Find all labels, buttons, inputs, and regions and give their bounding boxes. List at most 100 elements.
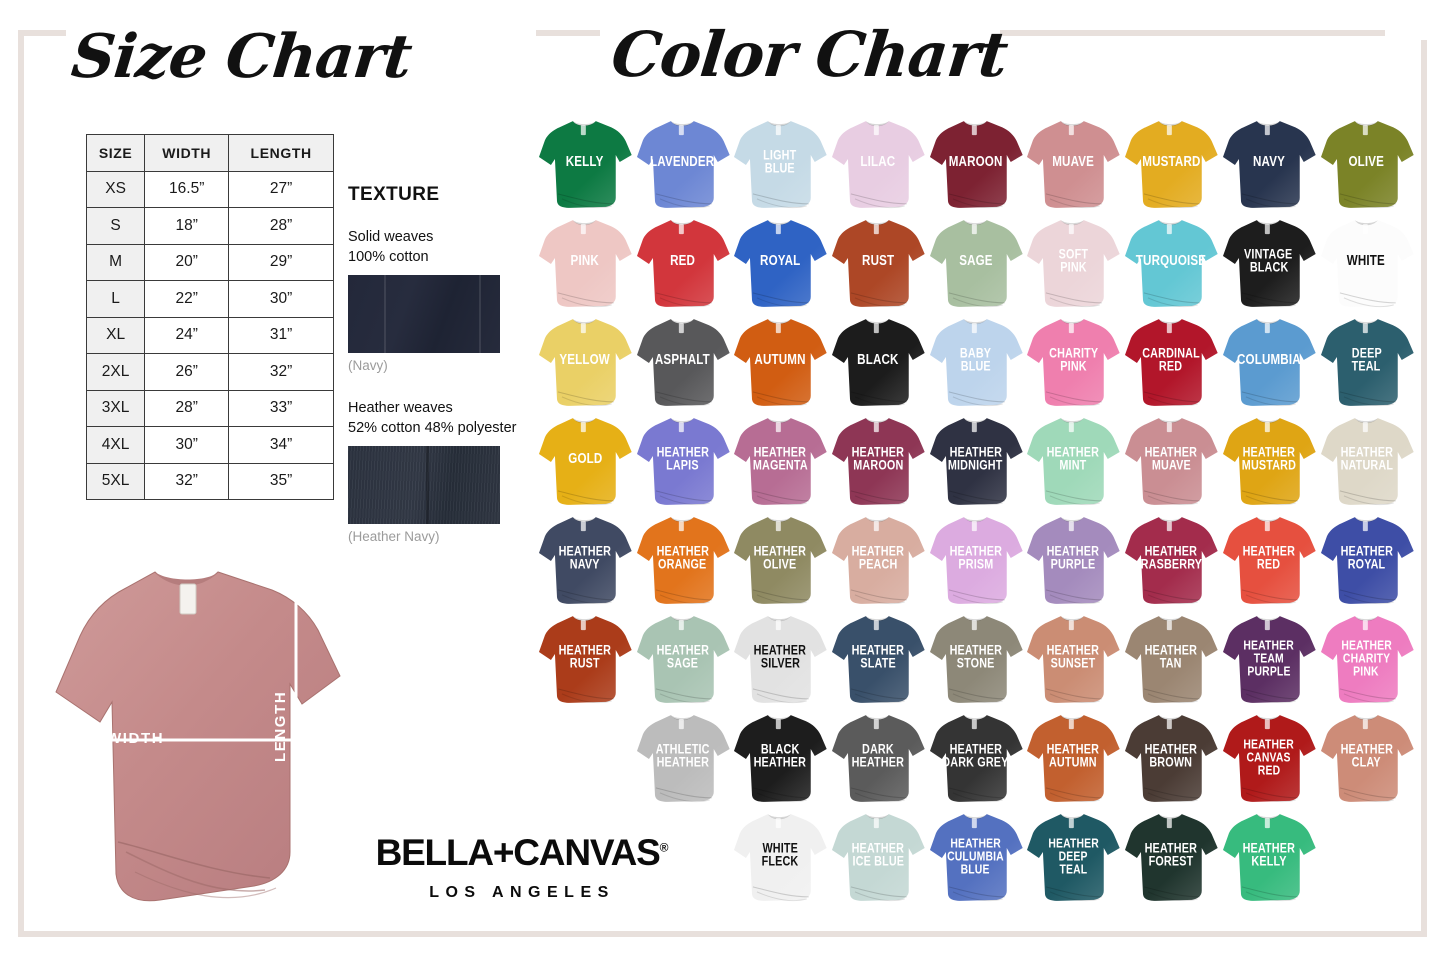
cell-width: 26” xyxy=(144,353,230,391)
length-dimension-label: LENGTH xyxy=(272,690,289,762)
color-swatch-pink[interactable]: PINK xyxy=(536,211,634,310)
color-swatch-heather-tan[interactable]: HEATHER TAN xyxy=(1122,607,1220,706)
color-swatch-maroon[interactable]: MAROON xyxy=(927,112,1025,211)
color-swatch-heather-midnight[interactable]: HEATHER MIDNIGHT xyxy=(927,409,1025,508)
cell-length: 33” xyxy=(228,389,334,427)
cell-size: 2XL xyxy=(85,353,146,391)
color-swatch-deep-teal[interactable]: DEEP TEAL xyxy=(1318,310,1416,409)
color-swatch-heather-silver[interactable]: HEATHER SILVER xyxy=(731,607,829,706)
size-chart-title: Size Chart xyxy=(68,22,415,92)
color-swatch-baby-blue[interactable]: BABY BLUE xyxy=(927,310,1025,409)
color-swatch-lilac[interactable]: LILAC xyxy=(829,112,927,211)
color-swatch-heather-culumbia-blue[interactable]: HEATHER CULUMBIA BLUE xyxy=(927,805,1025,904)
color-swatch-heather-clay[interactable]: HEATHER CLAY xyxy=(1318,706,1416,805)
width-dimension-label: WIDTH xyxy=(107,730,165,747)
color-chart-row: HEATHER NAVY HEATHER ORANGE HEATHER OLIVE xyxy=(536,508,1416,607)
color-swatch-turquoise[interactable]: TURQUOISE xyxy=(1122,211,1220,310)
color-swatch-heather-brown[interactable]: HEATHER BROWN xyxy=(1122,706,1220,805)
color-swatch-heather-sage[interactable]: HEATHER SAGE xyxy=(634,607,732,706)
color-swatch-lavender[interactable]: LAVENDER xyxy=(634,112,732,211)
color-swatch-heather-prism[interactable]: HEATHER PRISM xyxy=(927,508,1025,607)
color-swatch-gold[interactable]: GOLD xyxy=(536,409,634,508)
color-swatch-heather-dark-grey[interactable]: HEATHER DARK GREY xyxy=(927,706,1025,805)
color-swatch-vintage-black[interactable]: VINTAGE BLACK xyxy=(1220,211,1318,310)
texture-heading: TEXTURE xyxy=(348,184,440,205)
color-swatch-heather-natural[interactable]: HEATHER NATURAL xyxy=(1318,409,1416,508)
color-swatch-heather-kelly[interactable]: HEATHER KELLY xyxy=(1220,805,1318,904)
cell-size: XL xyxy=(85,316,146,354)
frame-gap-far-right xyxy=(1385,24,1445,40)
cell-width: 18” xyxy=(144,207,230,245)
color-swatch-royal[interactable]: ROYAL xyxy=(731,211,829,310)
cell-width: 16.5” xyxy=(144,170,230,208)
cell-size: 4XL xyxy=(85,426,146,464)
color-swatch-heather-orange[interactable]: HEATHER ORANGE xyxy=(634,508,732,607)
color-swatch-kelly[interactable]: KELLY xyxy=(536,112,634,211)
color-swatch-olive[interactable]: OLIVE xyxy=(1318,112,1416,211)
color-swatch-white-fleck[interactable]: WHITE FLECK xyxy=(731,805,829,904)
color-swatch-heather-stone[interactable]: HEATHER STONE xyxy=(927,607,1025,706)
color-swatch-heather-team-purple[interactable]: HEATHER TEAM PURPLE xyxy=(1220,607,1318,706)
color-swatch-cardinal-red[interactable]: CARDINAL RED xyxy=(1122,310,1220,409)
color-swatch-heather-slate[interactable]: HEATHER SLATE xyxy=(829,607,927,706)
color-swatch-heather-magenta[interactable]: HEATHER MAGENTA xyxy=(731,409,829,508)
color-swatch-sage[interactable]: SAGE xyxy=(927,211,1025,310)
color-swatch-heather-deep-teal[interactable]: HEATHER DEEP TEAL xyxy=(1024,805,1122,904)
color-swatch-white[interactable]: WHITE xyxy=(1318,211,1416,310)
solid-weave-description: Solid weaves 100% cotton xyxy=(348,229,434,265)
color-swatch-heather-peach[interactable]: HEATHER PEACH xyxy=(829,508,927,607)
color-swatch-heather-charity-pink[interactable]: HEATHER CHARITY PINK xyxy=(1318,607,1416,706)
color-swatch-heather-mint[interactable]: HEATHER MINT xyxy=(1024,409,1122,508)
cell-width: 20” xyxy=(144,243,230,281)
color-swatch-heather-rust[interactable]: HEATHER RUST xyxy=(536,607,634,706)
color-swatch-heather-canvas-red[interactable]: HEATHER CANVAS RED xyxy=(1220,706,1318,805)
color-chart-row: ATHLETIC HEATHER BLACK HEATHER DARK HEATHER xyxy=(536,706,1416,805)
color-swatch-heather-mustard[interactable]: HEATHER MUSTARD xyxy=(1220,409,1318,508)
column-header-size: SIZE xyxy=(85,134,146,172)
color-swatch-navy[interactable]: NAVY xyxy=(1220,112,1318,211)
color-swatch-heather-forest[interactable]: HEATHER FOREST xyxy=(1122,805,1220,904)
color-swatch-heather-muave[interactable]: HEATHER MUAVE xyxy=(1122,409,1220,508)
color-swatch-athletic-heather[interactable]: ATHLETIC HEATHER xyxy=(634,706,732,805)
color-swatch-heather-sunset[interactable]: HEATHER SUNSET xyxy=(1024,607,1122,706)
color-swatch-autumn[interactable]: AUTUMN xyxy=(731,310,829,409)
color-swatch-black[interactable]: BLACK xyxy=(829,310,927,409)
color-chart-row: HEATHER RUST HEATHER SAGE HEATHER SILVER xyxy=(536,607,1416,706)
registered-mark: ® xyxy=(659,840,669,855)
color-swatch-heather-purple[interactable]: HEATHER PURPLE xyxy=(1024,508,1122,607)
color-swatch-heather-olive[interactable]: HEATHER OLIVE xyxy=(731,508,829,607)
size-chart-table: SIZE WIDTH LENGTH XS 16.5” 27” S 18” 28” M 20” 2… xyxy=(85,134,334,500)
table-row: 2XL 26” 32” xyxy=(85,353,334,391)
color-swatch-heather-lapis[interactable]: HEATHER LAPIS xyxy=(634,409,732,508)
color-swatch-red[interactable]: RED xyxy=(634,211,732,310)
frame-gap-right xyxy=(600,24,1000,40)
color-swatch-black-heather[interactable]: BLACK HEATHER xyxy=(731,706,829,805)
color-chart-row: GOLD HEATHER LAPIS HEATHER MAGENTA xyxy=(536,409,1416,508)
color-swatch-heather-maroon[interactable]: HEATHER MAROON xyxy=(829,409,927,508)
color-swatch-heather-rasberry[interactable]: HEATHER RASBERRY xyxy=(1122,508,1220,607)
column-header-length: LENGTH xyxy=(228,134,334,172)
color-swatch-mustard[interactable]: MUSTARD xyxy=(1122,112,1220,211)
texture-section: TEXTURE Solid weaves 100% cotton (Navy) … xyxy=(348,184,518,570)
color-swatch-yellow[interactable]: YELLOW xyxy=(536,310,634,409)
color-swatch-muave[interactable]: MUAVE xyxy=(1024,112,1122,211)
cell-size: XS xyxy=(85,170,146,208)
table-row: L 22” 30” xyxy=(85,280,334,318)
color-chart-row: KELLY LAVENDER LIGHT BLUE xyxy=(536,112,1416,211)
color-swatch-columbia[interactable]: COLUMBIA xyxy=(1220,310,1318,409)
color-swatch-heather-royal[interactable]: HEATHER ROYAL xyxy=(1318,508,1416,607)
bella-canvas-logo: BELLA+CANVAS® LOS ANGELES xyxy=(372,832,672,902)
color-swatch-soft-pink[interactable]: SOFT PINK xyxy=(1024,211,1122,310)
color-swatch-dark-heather[interactable]: DARK HEATHER xyxy=(829,706,927,805)
color-swatch-charity-pink[interactable]: CHARITY PINK xyxy=(1024,310,1122,409)
color-swatch-heather-autumn[interactable]: HEATHER AUTUMN xyxy=(1024,706,1122,805)
color-swatch-heather-ice-blue[interactable]: HEATHER ICE BLUE xyxy=(829,805,927,904)
color-swatch-rust[interactable]: RUST xyxy=(829,211,927,310)
color-chart-row: PINK RED ROYAL xyxy=(536,211,1416,310)
color-swatch-light-blue[interactable]: LIGHT BLUE xyxy=(731,112,829,211)
color-swatch-asphalt[interactable]: ASPHALT xyxy=(634,310,732,409)
color-swatch-heather-navy[interactable]: HEATHER NAVY xyxy=(536,508,634,607)
cell-width: 30” xyxy=(144,426,230,464)
table-row: 4XL 30” 34” xyxy=(85,426,334,464)
color-swatch-heather-red[interactable]: HEATHER RED xyxy=(1220,508,1318,607)
